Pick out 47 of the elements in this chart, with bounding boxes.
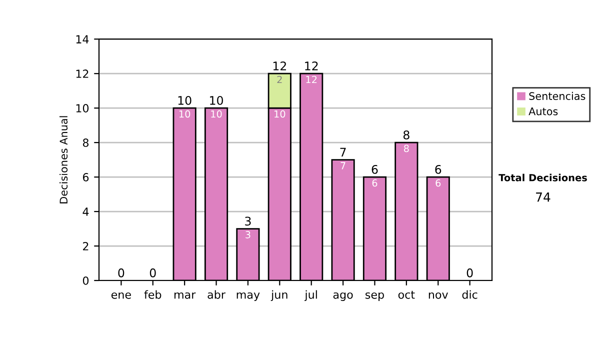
data-label: 10 [179,110,190,118]
data-label: 2 [277,76,282,84]
data-label: 7 [340,162,346,170]
y-axis-title: Decisiones Anual [60,116,68,204]
x-tick-label: abr [208,290,226,299]
data-label: 12 [306,76,317,84]
y-tick-label: 2 [83,242,88,250]
total-label: 0 [150,268,156,278]
total-label: 12 [305,62,318,70]
total-label: 12 [273,62,286,70]
legend-label: Sentencias [529,92,586,100]
x-tick-label: ago [333,292,353,301]
data-label: 6 [372,179,378,187]
legend-label: Autos [528,108,558,116]
data-label: 10 [211,110,222,118]
total-label: 10 [178,96,192,105]
x-tick-label: mar [174,292,196,299]
total-label: 3 [245,216,251,226]
x-tick-label: sep [365,292,384,301]
x-tick-label: jul [304,290,317,301]
total-label: 8 [403,130,410,140]
total-label: 0 [118,268,124,278]
text: Total Decisiones [498,174,587,182]
x-tick-label: dic [462,290,478,299]
total-label: 0 [466,268,473,278]
y-tick-label: 8 [82,138,89,147]
y-tick-label: 4 [82,208,89,216]
y-tick-label: 0 [82,276,89,285]
total-label: 6 [435,164,442,174]
y-tick-label: 10 [76,104,89,112]
data-label: 8 [404,144,409,152]
text: 74 [536,192,550,202]
x-tick-label: feb [144,290,162,299]
data-label: 6 [436,179,441,187]
y-tick-label: 12 [76,70,88,78]
x-tick-label: ene [111,292,131,299]
total-label: 10 [210,96,223,105]
x-tick-label: nov [428,292,448,299]
x-tick-label: jun [270,290,288,301]
x-tick-label: may [236,292,260,301]
total-label: 6 [372,164,378,174]
data-label: 10 [274,110,286,118]
y-tick-label: 14 [76,35,89,44]
x-tick-label: oct [398,290,415,299]
y-tick-label: 6 [82,173,89,182]
data-label: 3 [246,231,250,238]
total-label: 7 [340,148,346,156]
